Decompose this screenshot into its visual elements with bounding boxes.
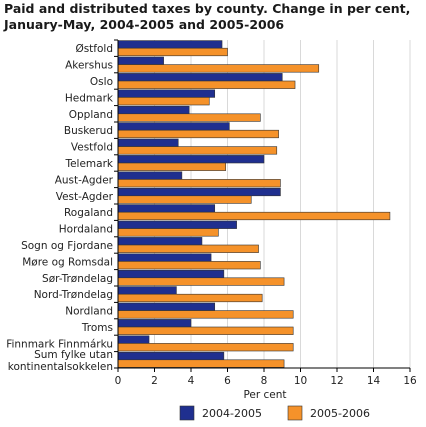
x-tick-label-12: 12: [330, 375, 343, 387]
category-label-0: Østfold: [75, 43, 113, 55]
bar-2005-2006-18: [117, 343, 294, 352]
bar-2004-2005-8: [117, 171, 183, 180]
bar-2005-2006-14: [117, 277, 285, 286]
category-label-8: Aust-Agder: [55, 174, 114, 186]
category-label-19-1: kontinentalsokkelen: [8, 361, 113, 373]
gridlines: [154, 40, 411, 368]
bar-2005-2006-19: [117, 359, 285, 368]
bar-2004-2005-19: [117, 351, 225, 361]
x-tick-label-2: 2: [151, 375, 158, 387]
x-tick-label-14: 14: [367, 375, 381, 387]
bar-2004-2005-10: [117, 204, 216, 213]
category-label-1: Akershus: [65, 60, 113, 72]
category-label-18: Finnmark Finnmárku: [6, 338, 113, 350]
bar-2004-2005-0: [117, 40, 223, 49]
bar-2005-2006-7: [117, 162, 226, 171]
bar-2005-2006-3: [117, 97, 210, 106]
bar-2005-2006-8: [117, 179, 281, 188]
legend-label-2004-2005: 2004-2005: [202, 407, 262, 420]
category-label-9: Vest-Agder: [56, 191, 114, 203]
bar-2004-2005-18: [117, 335, 150, 344]
bar-2004-2005-6: [117, 138, 179, 147]
category-label-19-0: Sum fylke utan: [34, 349, 113, 361]
bar-2005-2006-6: [117, 146, 278, 155]
bar-2005-2006-17: [117, 326, 294, 335]
category-label-14: Sør-Trøndelag: [42, 273, 113, 285]
x-axis-title: Per cent: [243, 389, 286, 401]
x-tick-label-6: 6: [224, 375, 231, 387]
bar-2005-2006-4: [117, 113, 261, 122]
bar-2005-2006-13: [117, 261, 261, 270]
x-tick-label-8: 8: [261, 375, 268, 387]
category-label-16: Nordland: [65, 306, 113, 318]
category-label-10: Rogaland: [64, 207, 113, 219]
bar-2004-2005-1: [117, 56, 164, 65]
tick-labels: 0 2 4 6 8 10 12 14 16: [115, 375, 417, 387]
category-label-4: Oppland: [69, 109, 113, 121]
category-label-2: Oslo: [90, 76, 113, 88]
axes: [114, 39, 411, 372]
bar-2004-2005-5: [117, 122, 230, 131]
bar-2005-2006-12: [117, 244, 259, 253]
bar-2005-2006-2: [117, 80, 296, 89]
legend-label-2005-2006: 2005-2006: [310, 407, 370, 420]
legend: 2004-2005 2005-2006: [179, 405, 370, 421]
bar-2005-2006-0: [117, 47, 228, 57]
bar-2005-2006-1: [117, 64, 320, 73]
category-label-5: Buskerud: [64, 125, 113, 137]
bar-2005-2006-16: [117, 310, 294, 319]
bar-2004-2005-7: [117, 155, 265, 164]
bar-2004-2005-9: [117, 187, 281, 197]
bar-2005-2006-15: [117, 293, 263, 303]
legend-swatch-2005-2006: [287, 405, 303, 421]
bar-2004-2005-17: [117, 319, 192, 328]
category-label-13: Møre og Romsdal: [22, 256, 113, 268]
category-label-11: Hordaland: [59, 224, 113, 236]
x-tick-label-10: 10: [294, 375, 307, 387]
bar-2004-2005-4: [117, 105, 190, 115]
bar-2004-2005-3: [117, 89, 216, 98]
x-tick-label-0: 0: [115, 375, 122, 387]
bar-2004-2005-15: [117, 286, 177, 295]
x-tick-label-16: 16: [403, 375, 417, 387]
bar-2004-2005-16: [117, 302, 216, 311]
category-label-12: Sogn og Fjordane: [21, 240, 113, 252]
bar-2004-2005-11: [117, 220, 237, 229]
bar-2004-2005-13: [117, 253, 212, 262]
bar-2005-2006-5: [117, 129, 279, 139]
bar-2005-2006-9: [117, 195, 252, 204]
category-label-7: Telemark: [64, 158, 113, 170]
category-labels: Østfold Akershus Oslo Hedmark Oppland Buskeru…: [6, 43, 114, 373]
chart-title: Paid and distributed taxes by county. Ch…: [4, 1, 411, 32]
bar-2005-2006-11: [117, 228, 219, 237]
category-label-3: Hedmark: [65, 92, 114, 104]
category-label-15: Nord-Trøndelag: [34, 289, 113, 301]
bars: [117, 40, 391, 368]
bar-2005-2006-10: [117, 211, 391, 221]
category-label-17: Troms: [81, 322, 113, 334]
category-label-6: Vestfold: [71, 142, 113, 154]
legend-swatch-2004-2005: [179, 405, 195, 421]
bar-2004-2005-14: [117, 269, 225, 279]
x-tick-label-4: 4: [188, 375, 195, 387]
bar-2004-2005-2: [117, 73, 283, 82]
bar-2004-2005-12: [117, 237, 203, 246]
